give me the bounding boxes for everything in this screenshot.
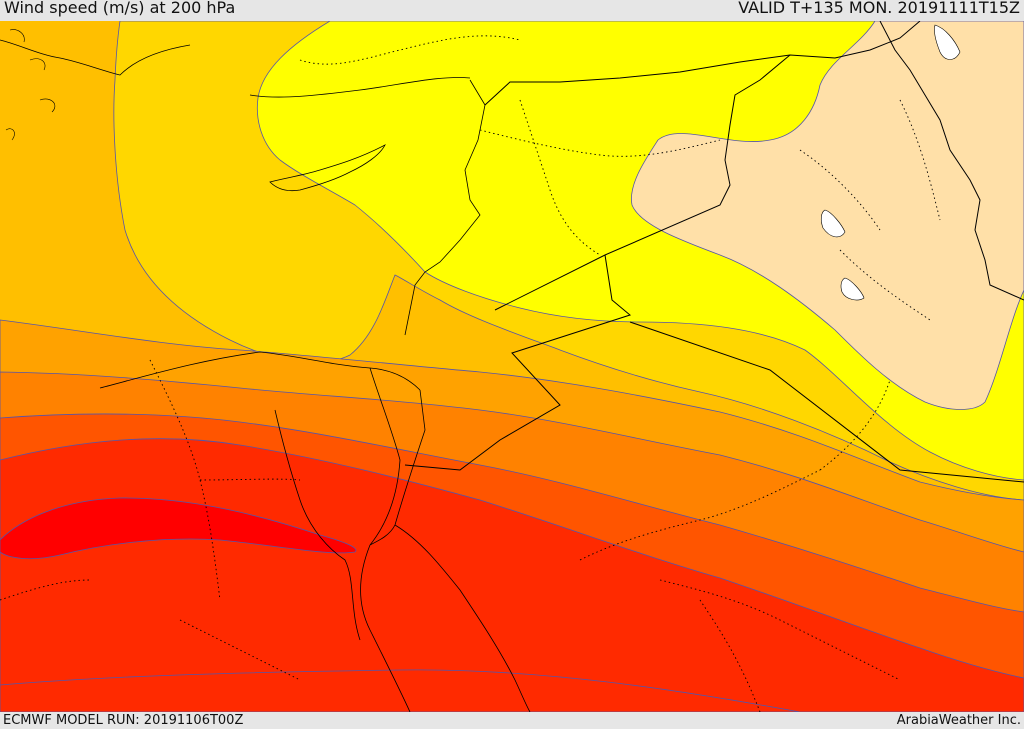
red-sea-coast-east [394, 524, 531, 712]
footer-bar: ECMWF MODEL RUN: 20191106T00Z ArabiaWeat… [0, 712, 1024, 729]
model-run: ECMWF MODEL RUN: 20191106T00Z [3, 713, 244, 728]
border-iraq-west [494, 54, 791, 311]
border-jordan-saudi [404, 254, 632, 471]
aegean-islands [5, 29, 56, 141]
credit: ArabiaWeather Inc. [896, 713, 1021, 728]
border-syria-iraq [484, 21, 921, 106]
gulf-of-suez [369, 367, 426, 546]
internal-borders [0, 35, 941, 712]
wind-speed-map[interactable] [0, 21, 1024, 712]
egypt-coast [99, 351, 421, 391]
header-bar: Wind speed (m/s) at 200 hPa VALID T+135 … [0, 0, 1024, 21]
band-max [0, 497, 357, 560]
map-title: Wind speed (m/s) at 200 hPa [4, 0, 236, 17]
border-saudi-iraq [629, 321, 1024, 483]
cyprus-island [269, 144, 386, 192]
lake-urmia [934, 24, 961, 60]
contour-lower [0, 669, 801, 712]
red-sea-coast-west [360, 544, 411, 712]
lake-tharthar [820, 209, 846, 238]
levant-coast [404, 79, 486, 336]
valid-time: VALID T+135 MON. 20191111T15Z [738, 0, 1020, 17]
lake-razzaza [840, 277, 865, 301]
border-iran [879, 21, 1024, 301]
band-red [0, 438, 1024, 712]
coastline [0, 39, 471, 98]
map-canvas [0, 21, 1024, 712]
nile-river [274, 409, 361, 641]
